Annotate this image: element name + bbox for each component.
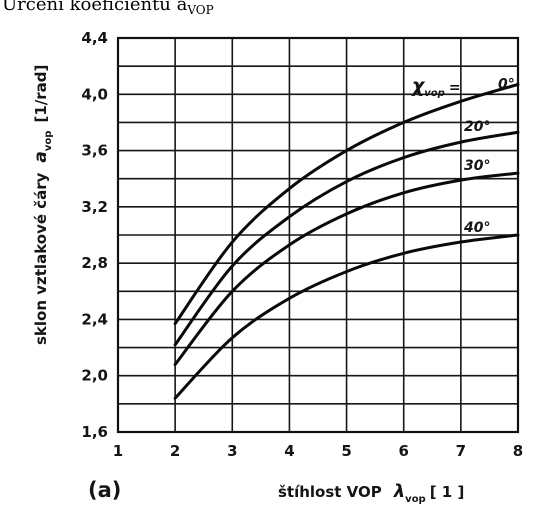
x-axis-title: štíhlost VOP λvop[ 1 ]: [278, 481, 464, 505]
y-axis-title: sklon vztlakové čáryavop[1/rad]: [31, 65, 54, 345]
page-header: Určení koeficientu aVOP: [2, 0, 214, 17]
panel-label: (a): [88, 478, 121, 502]
y-tick-label: 1,6: [81, 423, 108, 441]
curves: [173, 82, 520, 400]
y-tick-label: 3,2: [81, 198, 108, 216]
y-tick-label: 3,6: [81, 142, 108, 160]
tick-labels: 1 2 3 4 5 6 7 8 1,6 2,0 2,4 2,8 3,2 3,6 4,0 4,4: [81, 29, 523, 460]
x-tick-label: 8: [513, 442, 523, 460]
x-tick-label: 1: [113, 442, 123, 460]
parameter-label: χvop =: [411, 75, 461, 99]
y-tick-label: 2,0: [81, 367, 108, 385]
x-tick-label: 5: [341, 442, 351, 460]
x-tick-label: 7: [456, 442, 466, 460]
series-line-3: [173, 233, 520, 400]
grid: [117, 37, 519, 433]
x-tick-label: 3: [227, 442, 237, 460]
x-tick-label: 4: [284, 442, 294, 460]
series-label: 30°: [464, 158, 490, 174]
y-tick-label: 2,8: [81, 254, 108, 272]
series-labels: 0° 20° 30° 40°: [463, 76, 515, 236]
series-line-2: [173, 171, 520, 366]
x-tick-label: 2: [170, 442, 180, 460]
series-label: 40°: [463, 220, 490, 236]
y-tick-label: 4,4: [81, 29, 108, 47]
series-label: 20°: [464, 119, 490, 135]
series-line-0: [173, 82, 520, 326]
x-tick-label: 6: [398, 442, 408, 460]
series-line-1: [173, 130, 520, 347]
y-tick-label: 2,4: [81, 310, 108, 328]
series-label: 0°: [498, 76, 515, 92]
y-tick-label: 4,0: [81, 85, 108, 103]
